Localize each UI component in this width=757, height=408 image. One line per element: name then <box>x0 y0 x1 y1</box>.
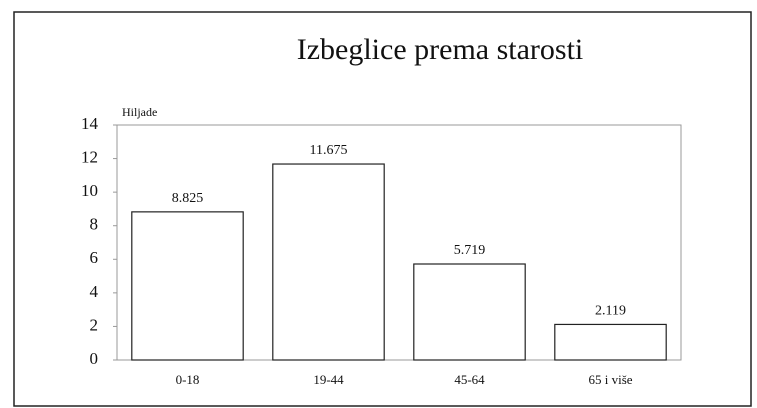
y-tick-label: 8 <box>90 215 99 234</box>
value-label: 2.119 <box>595 304 626 319</box>
chart-title: Izbeglice prema starosti <box>297 33 584 66</box>
y-tick-label: 14 <box>81 114 99 133</box>
y-tick-label: 6 <box>90 248 99 267</box>
x-tick-label: 0-18 <box>176 372 200 387</box>
x-tick-label: 65 i više <box>588 372 632 387</box>
value-label: 8.825 <box>172 191 204 206</box>
plot-frame <box>116 124 682 361</box>
bar <box>131 211 244 361</box>
y-tick-label: 12 <box>81 147 98 166</box>
bar <box>272 163 385 361</box>
bar <box>554 323 667 361</box>
value-label: 5.719 <box>454 243 486 258</box>
y-tick-label: 10 <box>81 181 98 200</box>
x-tick-label: 19-44 <box>313 372 344 387</box>
value-label: 11.675 <box>310 143 348 158</box>
bar <box>413 263 526 361</box>
y-tick-label: 2 <box>90 315 99 334</box>
y-tick-label: 4 <box>90 282 99 301</box>
y-axis-label: Hiljade <box>122 105 157 119</box>
x-tick-label: 45-64 <box>454 372 485 387</box>
y-tick-label: 0 <box>90 349 99 368</box>
